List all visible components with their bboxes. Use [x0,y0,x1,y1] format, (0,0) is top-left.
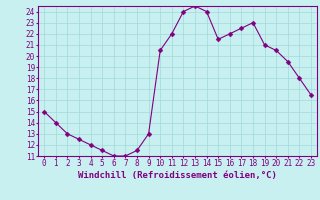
X-axis label: Windchill (Refroidissement éolien,°C): Windchill (Refroidissement éolien,°C) [78,171,277,180]
